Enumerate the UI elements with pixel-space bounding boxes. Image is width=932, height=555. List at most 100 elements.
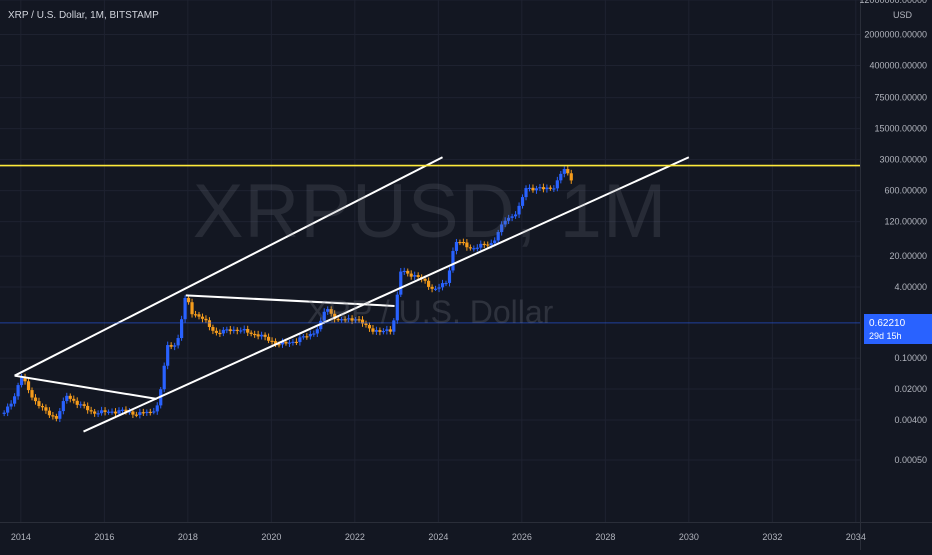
candle-body bbox=[277, 344, 281, 346]
candle-body bbox=[326, 309, 330, 312]
candle-body bbox=[65, 395, 69, 402]
candle-body bbox=[454, 241, 459, 251]
candle-body bbox=[253, 333, 257, 336]
candle-body bbox=[72, 398, 76, 401]
candle-body bbox=[152, 411, 156, 413]
x-tick-label: 2032 bbox=[762, 532, 782, 542]
y-tick-label: 0.02000 bbox=[894, 384, 927, 394]
candle-body bbox=[58, 411, 62, 419]
candle-body bbox=[86, 405, 90, 411]
candle-body bbox=[239, 330, 243, 332]
candle-body bbox=[566, 169, 570, 174]
candle-body bbox=[489, 243, 493, 246]
y-tick-label: 3000.00000 bbox=[879, 155, 927, 165]
candle-body bbox=[197, 314, 201, 317]
candle-body bbox=[148, 411, 152, 414]
candle-body bbox=[284, 341, 288, 344]
candle-body bbox=[169, 345, 173, 347]
candle-body bbox=[47, 410, 52, 416]
candle-body bbox=[433, 288, 438, 290]
candle-body bbox=[30, 390, 34, 398]
candle-body bbox=[117, 410, 121, 414]
candle-body bbox=[294, 341, 299, 344]
x-tick-label: 2028 bbox=[595, 532, 615, 542]
candle-body bbox=[430, 286, 434, 289]
candle-body bbox=[531, 187, 535, 191]
candle-body bbox=[180, 319, 184, 339]
candle-body bbox=[33, 397, 38, 402]
candle-body bbox=[399, 271, 403, 295]
trendline[interactable] bbox=[83, 156, 690, 433]
candle-body bbox=[357, 319, 361, 321]
grid-lines bbox=[0, 0, 860, 522]
candle-body bbox=[19, 377, 24, 386]
candle-body bbox=[395, 294, 399, 321]
candle-body bbox=[381, 330, 385, 333]
candle-body bbox=[541, 187, 546, 190]
x-tick-label: 2026 bbox=[512, 532, 532, 542]
candle-body bbox=[273, 341, 278, 345]
candle-body bbox=[120, 409, 125, 411]
candle-body bbox=[346, 318, 351, 320]
candle-body bbox=[423, 278, 427, 281]
candle-body bbox=[51, 415, 55, 417]
x-tick-label: 2016 bbox=[94, 532, 114, 542]
candle-body bbox=[340, 319, 344, 321]
candle-body bbox=[513, 214, 518, 217]
y-tick-label: 0.00050 bbox=[894, 455, 927, 465]
trendlines[interactable] bbox=[0, 156, 860, 433]
candle-body bbox=[93, 411, 97, 414]
candle-body bbox=[6, 406, 10, 413]
candle-body bbox=[500, 224, 504, 233]
y-tick-label: 600.00000 bbox=[884, 186, 927, 196]
candle-body bbox=[155, 405, 159, 412]
candle-body bbox=[392, 320, 396, 332]
candle-body bbox=[472, 248, 476, 250]
trendline[interactable] bbox=[14, 374, 157, 400]
candle-body bbox=[350, 318, 354, 321]
candle-body bbox=[409, 273, 413, 277]
candle-body bbox=[437, 287, 441, 289]
candle-body bbox=[475, 247, 479, 249]
candle-body bbox=[232, 329, 236, 332]
candle-body bbox=[308, 333, 312, 337]
candle-body bbox=[555, 180, 559, 189]
candle-body bbox=[517, 205, 521, 215]
price-axis-panel bbox=[860, 0, 932, 550]
candle-body bbox=[298, 337, 302, 343]
candle-body bbox=[40, 406, 45, 408]
candle-body bbox=[249, 332, 253, 334]
y-tick-label: 20.00000 bbox=[889, 251, 927, 261]
candle-body bbox=[89, 410, 93, 412]
trendline[interactable] bbox=[185, 294, 395, 307]
candle-body bbox=[200, 316, 205, 319]
candle-body bbox=[287, 342, 292, 344]
time-axis: 2014 2016 2018 2020 2022 2024 2026 2028 2030 2032… bbox=[0, 522, 932, 542]
candle-body bbox=[440, 283, 445, 288]
y-tick-label: 120.00000 bbox=[884, 217, 927, 227]
price-axis: 12000000.00000 2000000.00000 400000.00000 7… bbox=[859, 0, 932, 550]
candle-body bbox=[468, 247, 472, 249]
candle-body bbox=[26, 381, 31, 391]
candle-body bbox=[61, 401, 65, 412]
candle-body bbox=[364, 323, 368, 326]
candle-body bbox=[162, 365, 166, 390]
trendline[interactable] bbox=[14, 156, 443, 377]
candle-body bbox=[246, 328, 250, 333]
candle-body bbox=[270, 340, 274, 342]
candle-body bbox=[235, 329, 239, 331]
candle-body bbox=[562, 169, 566, 174]
candle-body bbox=[2, 412, 6, 414]
candle-body bbox=[145, 411, 149, 414]
candle-body bbox=[173, 345, 177, 347]
candle-body bbox=[527, 187, 532, 190]
symbol-title[interactable]: XRP / U.S. Dollar, 1M, BITSTAMP bbox=[8, 10, 159, 21]
x-tick-label: 2034 bbox=[846, 532, 866, 542]
candle-body bbox=[256, 334, 260, 337]
y-tick-label: 15000.00000 bbox=[874, 124, 927, 134]
candle-body bbox=[127, 411, 132, 413]
candle-body bbox=[23, 377, 27, 382]
candle-body bbox=[221, 329, 225, 334]
